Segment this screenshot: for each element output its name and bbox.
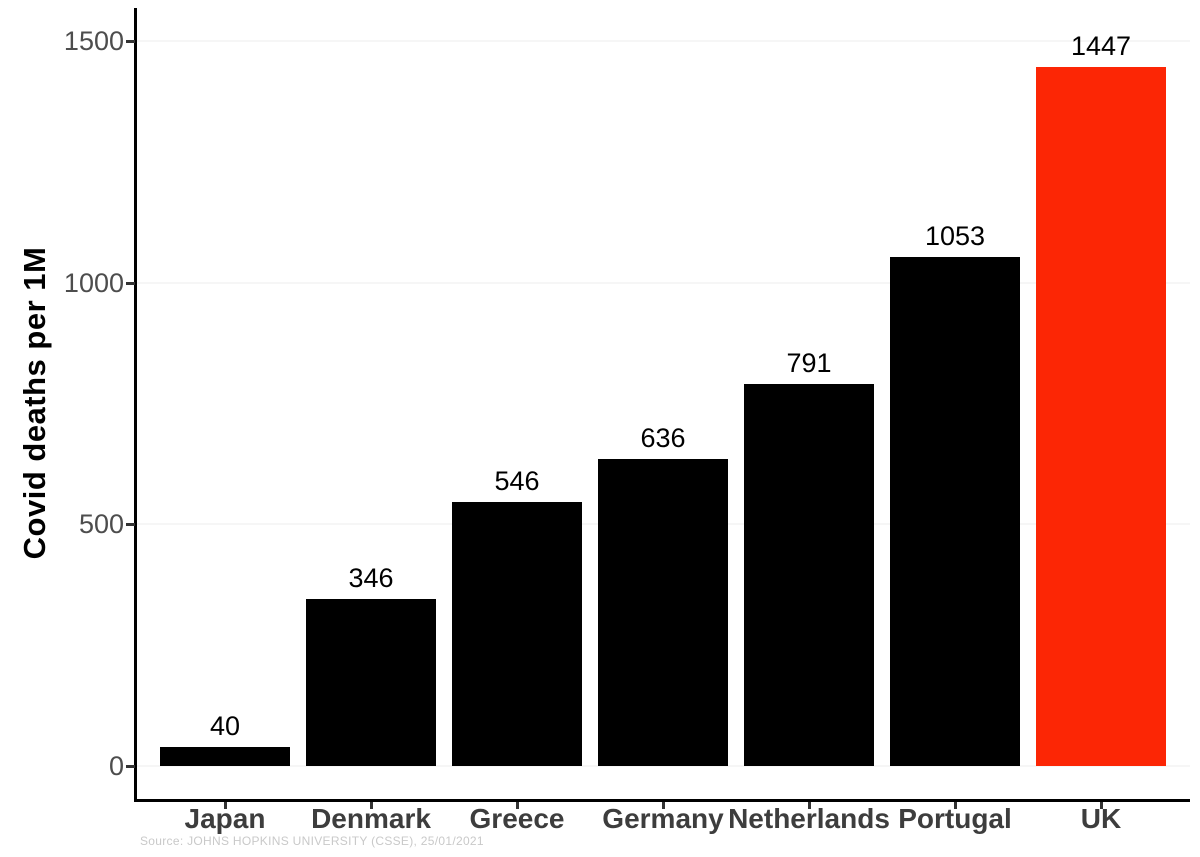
x-tick-label-germany: Germany [602, 803, 724, 834]
bar-greece [452, 502, 582, 766]
x-tick-label-uk: UK [1080, 803, 1122, 834]
gridline [137, 765, 1190, 767]
y-tick-mark [126, 765, 135, 768]
x-tick-label-portugal: Portugal [898, 803, 1012, 834]
bar-value-label: 1053 [924, 221, 986, 252]
bar-value-label: 636 [640, 422, 686, 453]
bar-germany [598, 458, 728, 766]
x-tick-label-denmark: Denmark [311, 803, 431, 834]
y-tick-mark [126, 281, 135, 285]
bar-value-label: 791 [786, 347, 832, 378]
gridline [137, 40, 1190, 43]
x-tick-label-greece: Greece [469, 803, 565, 834]
y-tick-mark [126, 40, 135, 44]
bar-value-label: 1447 [1070, 30, 1132, 61]
x-tick-mark [662, 802, 665, 809]
x-tick-label-japan: Japan [184, 803, 266, 834]
y-axis-line [134, 8, 137, 802]
gridline [137, 281, 1190, 284]
bar-value-label: 346 [348, 562, 394, 593]
y-tick-label: 1500 [63, 26, 124, 57]
x-tick-mark [516, 802, 519, 809]
bar-netherlands [744, 383, 874, 766]
y-tick-mark [126, 523, 135, 527]
y-axis-title: Covid deaths per 1M [17, 246, 52, 560]
x-tick-mark [370, 802, 373, 809]
x-tick-mark [224, 802, 227, 809]
y-tick-label: 0 [108, 751, 124, 781]
bar-denmark [306, 598, 436, 766]
x-tick-label-netherlands: Netherlands [728, 803, 890, 834]
bar-portugal [890, 257, 1020, 766]
x-tick-mark [808, 802, 811, 809]
bar-value-label: 546 [494, 466, 540, 497]
bar-value-label: 40 [209, 710, 241, 741]
bar-uk [1036, 66, 1166, 766]
bar-japan [160, 746, 290, 766]
x-tick-mark [954, 802, 957, 809]
x-axis-line [134, 799, 1190, 802]
source-caption: Source: JOHNS HOPKINS UNIVERSITY (CSSE),… [140, 834, 484, 848]
y-tick-label: 1000 [63, 267, 124, 298]
y-tick-label: 500 [78, 509, 124, 540]
x-tick-mark [1100, 802, 1103, 809]
